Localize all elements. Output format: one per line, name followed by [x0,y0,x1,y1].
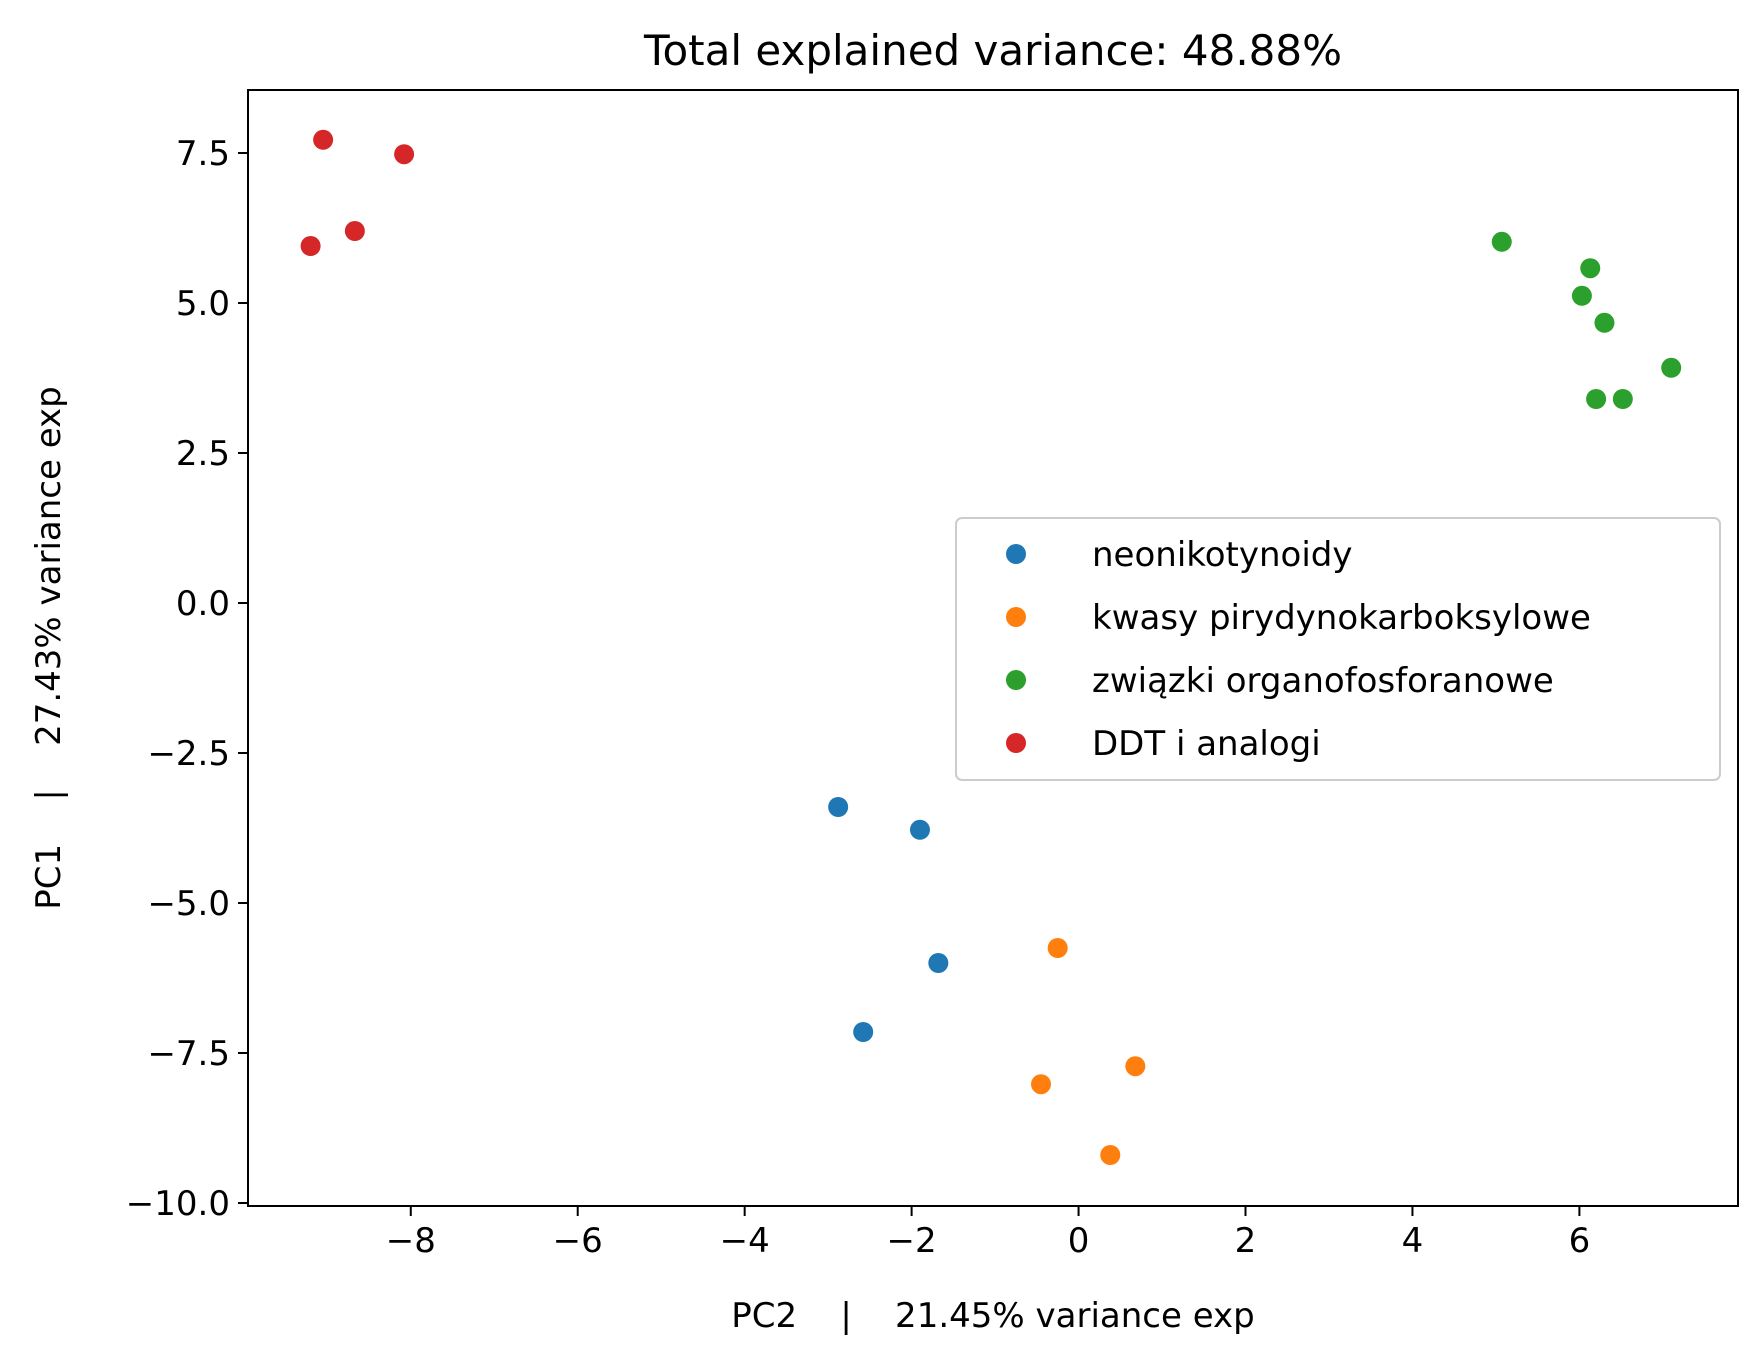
data-point [1125,1056,1146,1077]
legend-marker [1006,733,1026,753]
data-point [1612,389,1633,409]
legend-marker [1006,670,1026,690]
y-axis-label: PC1 | 27.43% variance exp [29,386,69,909]
y-tick-label: −5.0 [147,884,230,924]
data-point [1030,1074,1051,1095]
data-point [1100,1145,1121,1165]
legend-label: DDT i analogi [1092,724,1321,764]
legend-label: kwasy pirydynokarboksylowe [1092,598,1591,638]
x-tick-label: −6 [553,1221,603,1261]
data-point [909,819,930,840]
legend-label: neonikotynoidy [1092,535,1353,575]
y-tick-label: −10.0 [126,1184,230,1224]
x-axis-label: PC2 | 21.45% variance exp [731,1296,1254,1336]
x-tick-label: 2 [1235,1221,1257,1261]
legend: neonikotynoidy kwasy pirydynokarboksylowe… [955,517,1721,781]
y-tick-label: −2.5 [147,734,230,774]
x-tick-label: 0 [1068,1221,1090,1261]
data-point [300,236,321,256]
x-tick-label: −2 [887,1221,937,1261]
data-point [1594,312,1615,333]
data-point [1661,357,1682,378]
data-point [1491,231,1512,252]
legend-marker [1006,607,1026,627]
data-point [853,1022,874,1042]
y-tick-label: 5.0 [176,284,230,324]
y-axis-ticks: −10.0 −7.5 −5.0 −2.5 0.0 2.5 5.0 7.5 [126,134,248,1224]
x-tick-label: 6 [1569,1221,1591,1261]
data-point [1580,258,1601,279]
chart-title: Total explained variance: 48.88% [643,26,1342,75]
data-point [344,221,365,241]
x-tick-label: −4 [720,1221,770,1261]
x-axis-ticks: −8 −6 −4 −2 0 2 4 6 [386,1206,1591,1261]
plot-frame [247,89,1739,1207]
legend-box [955,517,1721,781]
x-tick-label: −8 [386,1221,436,1261]
y-tick-label: 7.5 [176,134,230,174]
x-tick-label: 4 [1402,1221,1424,1261]
y-tick-label: 2.5 [176,434,230,474]
legend-marker [1006,544,1026,564]
data-point [394,144,415,165]
data-point [313,129,334,150]
y-tick-label: 0.0 [176,584,230,624]
data-point [828,797,849,817]
data-point [928,953,949,973]
data-points [300,129,1682,1165]
legend-label: związki organofosforanowe [1092,661,1554,701]
data-point [1586,389,1607,409]
data-point [1571,285,1592,306]
y-tick-label: −7.5 [147,1034,230,1074]
data-point [1047,938,1068,958]
